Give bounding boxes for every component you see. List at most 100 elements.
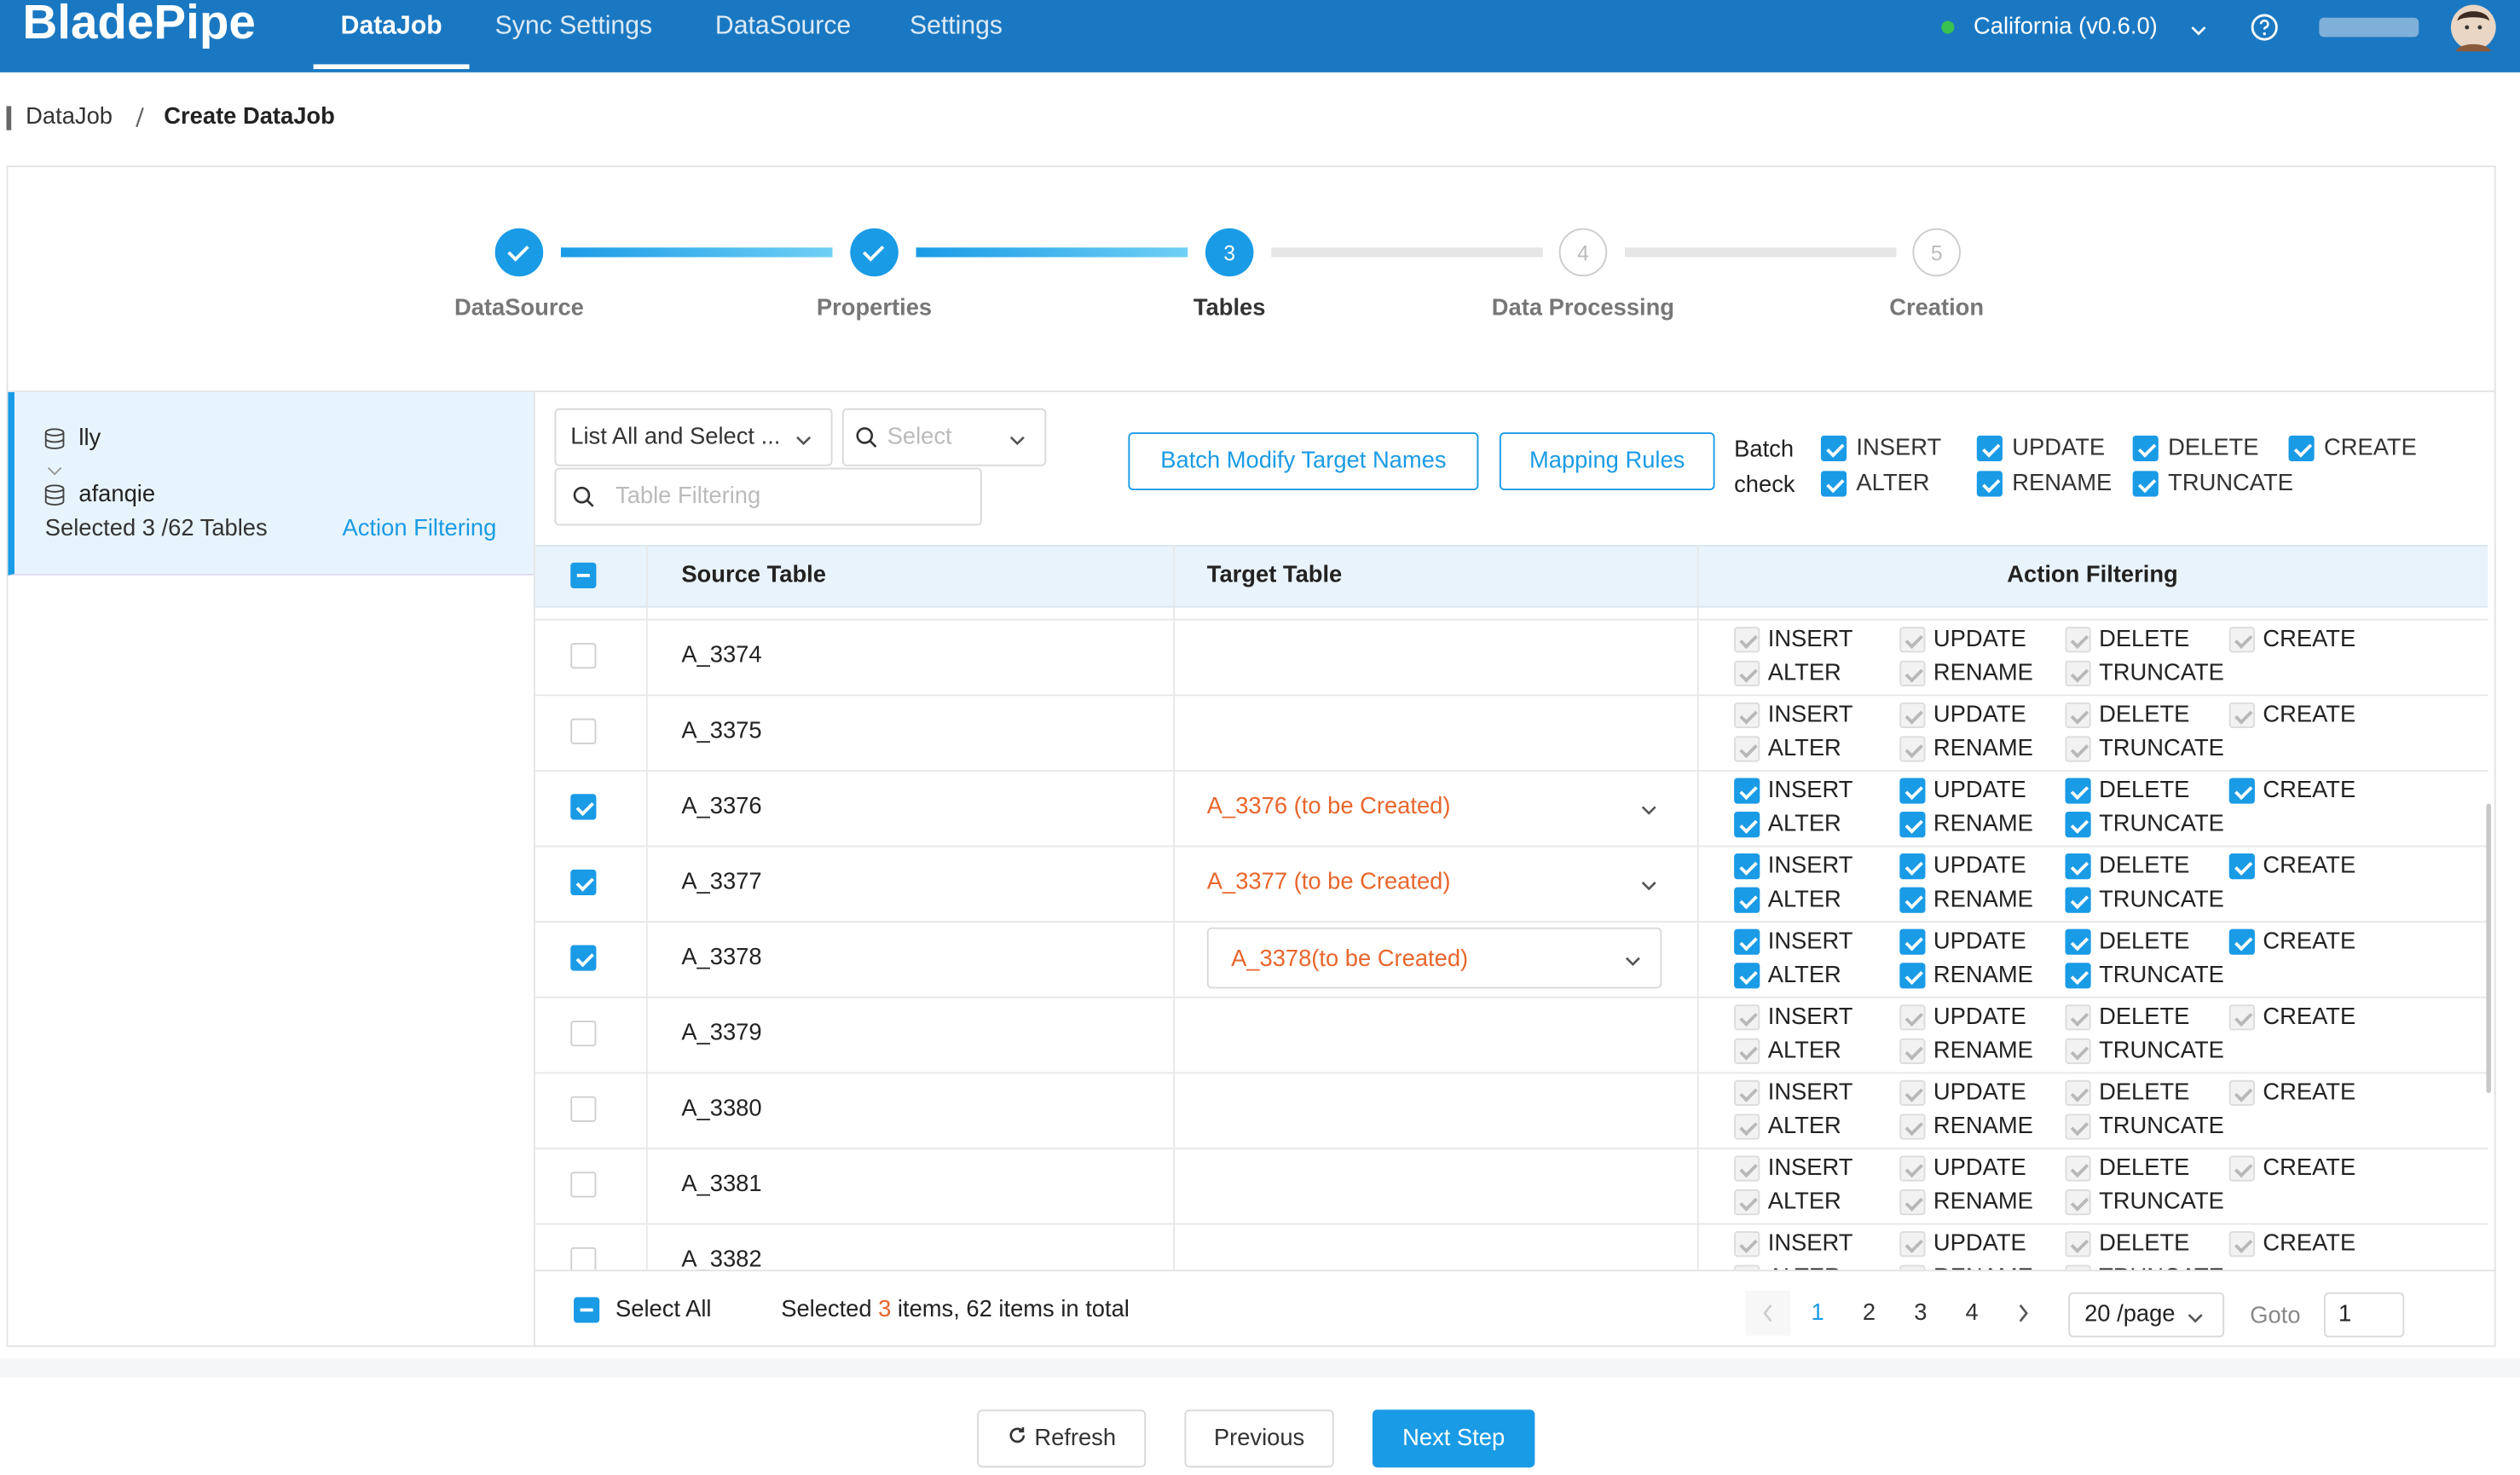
checkbox[interactable] (1734, 1231, 1760, 1258)
checkbox[interactable] (2228, 1155, 2255, 1182)
page-size-select[interactable] (2068, 1292, 2225, 1338)
checkbox[interactable] (2065, 1155, 2091, 1182)
checkbox[interactable] (2065, 963, 2091, 989)
checkbox[interactable] (2065, 702, 2091, 728)
checkbox[interactable] (1899, 1189, 1926, 1216)
checkbox[interactable] (574, 1297, 600, 1323)
checkbox[interactable] (570, 1096, 597, 1122)
checkbox[interactable] (1734, 1113, 1760, 1140)
checkbox[interactable] (1734, 853, 1760, 880)
checkbox[interactable] (570, 1021, 597, 1047)
checkbox[interactable] (1899, 778, 1926, 804)
checkbox[interactable] (2065, 1189, 2091, 1216)
checkbox[interactable] (2065, 1038, 2091, 1065)
goto-input[interactable] (2324, 1292, 2405, 1338)
batch-modify-button[interactable]: Batch Modify Target Names (1128, 432, 1479, 490)
checkbox[interactable] (1899, 702, 1926, 728)
checkbox[interactable] (1734, 928, 1760, 955)
checkbox[interactable] (1899, 1004, 1926, 1031)
checkbox[interactable] (1820, 471, 1847, 497)
checkbox[interactable] (2228, 1079, 2255, 1107)
action-filtering-link[interactable]: Action Filtering (342, 516, 497, 542)
checkbox[interactable] (1899, 887, 1926, 913)
checkbox[interactable] (2065, 1231, 2091, 1258)
checkbox[interactable] (1734, 702, 1760, 728)
checkbox[interactable] (570, 869, 597, 896)
checkbox[interactable] (2065, 1113, 2091, 1140)
checkbox[interactable] (2065, 853, 2091, 880)
page-number[interactable]: 2 (1862, 1300, 1876, 1327)
checkbox[interactable] (1734, 963, 1760, 989)
checkbox[interactable] (570, 1171, 597, 1198)
previous-button[interactable]: Previous (1184, 1409, 1334, 1468)
checkbox[interactable] (1820, 435, 1847, 462)
mode-select[interactable] (554, 408, 833, 466)
checkbox[interactable] (2132, 471, 2159, 497)
page-number[interactable]: 1 (1811, 1300, 1824, 1327)
checkbox[interactable] (570, 643, 597, 669)
checkbox[interactable] (1899, 1038, 1926, 1065)
checkbox[interactable] (1899, 812, 1926, 838)
checkbox[interactable] (1734, 812, 1760, 838)
checkbox[interactable] (570, 562, 597, 588)
nav-item[interactable]: DataSource (714, 13, 852, 41)
checkbox[interactable] (2228, 627, 2255, 653)
refresh-button[interactable]: Refresh (977, 1409, 1147, 1468)
checkbox[interactable] (2228, 853, 2255, 880)
nav-item[interactable]: Settings (910, 13, 1003, 41)
checkbox[interactable] (2065, 1004, 2091, 1031)
checkbox[interactable] (570, 1247, 597, 1270)
checkbox[interactable] (1899, 1155, 1926, 1182)
checkbox[interactable] (570, 945, 597, 971)
checkbox[interactable] (2228, 928, 2255, 955)
prev-page[interactable] (1745, 1290, 1791, 1336)
checkbox[interactable] (2288, 435, 2315, 462)
nav-item[interactable]: Sync Settings (494, 13, 653, 41)
checkbox[interactable] (1734, 660, 1760, 686)
filter-input[interactable] (554, 467, 982, 526)
checkbox[interactable] (1734, 736, 1760, 762)
checkbox[interactable] (1899, 928, 1926, 955)
checkbox[interactable] (2065, 660, 2091, 686)
page-number[interactable]: 3 (1914, 1300, 1928, 1327)
checkbox[interactable] (1734, 1038, 1760, 1065)
checkbox[interactable] (2228, 1004, 2255, 1031)
checkbox[interactable] (1899, 1113, 1926, 1140)
checkbox[interactable] (2065, 1264, 2091, 1270)
checkbox[interactable] (1734, 1155, 1760, 1182)
checkbox[interactable] (1899, 963, 1926, 989)
checkbox[interactable] (1899, 627, 1926, 653)
checkbox[interactable] (1734, 887, 1760, 913)
source-item[interactable] (8, 391, 534, 576)
checkbox[interactable] (2228, 1231, 2255, 1258)
checkbox[interactable] (2065, 778, 2091, 804)
checkbox[interactable] (2065, 928, 2091, 955)
checkbox[interactable] (1899, 660, 1926, 686)
nav-item[interactable]: DataJob (340, 13, 442, 41)
page-number[interactable]: 4 (1965, 1300, 1979, 1327)
checkbox[interactable] (1976, 471, 2003, 497)
checkbox[interactable] (2228, 778, 2255, 804)
checkbox[interactable] (2065, 887, 2091, 913)
checkbox[interactable] (2228, 702, 2255, 728)
checkbox[interactable] (1734, 1264, 1760, 1270)
checkbox[interactable] (1899, 853, 1926, 880)
checkbox[interactable] (2065, 627, 2091, 653)
checkbox[interactable] (2065, 1079, 2091, 1107)
checkbox[interactable] (2065, 812, 2091, 838)
checkbox[interactable] (2132, 435, 2159, 462)
checkbox[interactable] (1899, 736, 1926, 762)
checkbox[interactable] (1899, 1264, 1926, 1270)
checkbox[interactable] (1976, 435, 2003, 462)
mapping-rules-button[interactable]: Mapping Rules (1499, 432, 1715, 490)
checkbox[interactable] (1734, 1004, 1760, 1031)
checkbox[interactable] (1734, 1079, 1760, 1107)
checkbox[interactable] (570, 718, 597, 744)
checkbox[interactable] (1734, 627, 1760, 653)
region[interactable]: California (v0.6.0) (1974, 14, 2158, 41)
checkbox[interactable] (1899, 1231, 1926, 1258)
checkbox[interactable] (2065, 736, 2091, 762)
next-step-button[interactable]: Next Step (1372, 1409, 1535, 1468)
checkbox[interactable] (1899, 1079, 1926, 1107)
checkbox[interactable] (570, 794, 597, 820)
